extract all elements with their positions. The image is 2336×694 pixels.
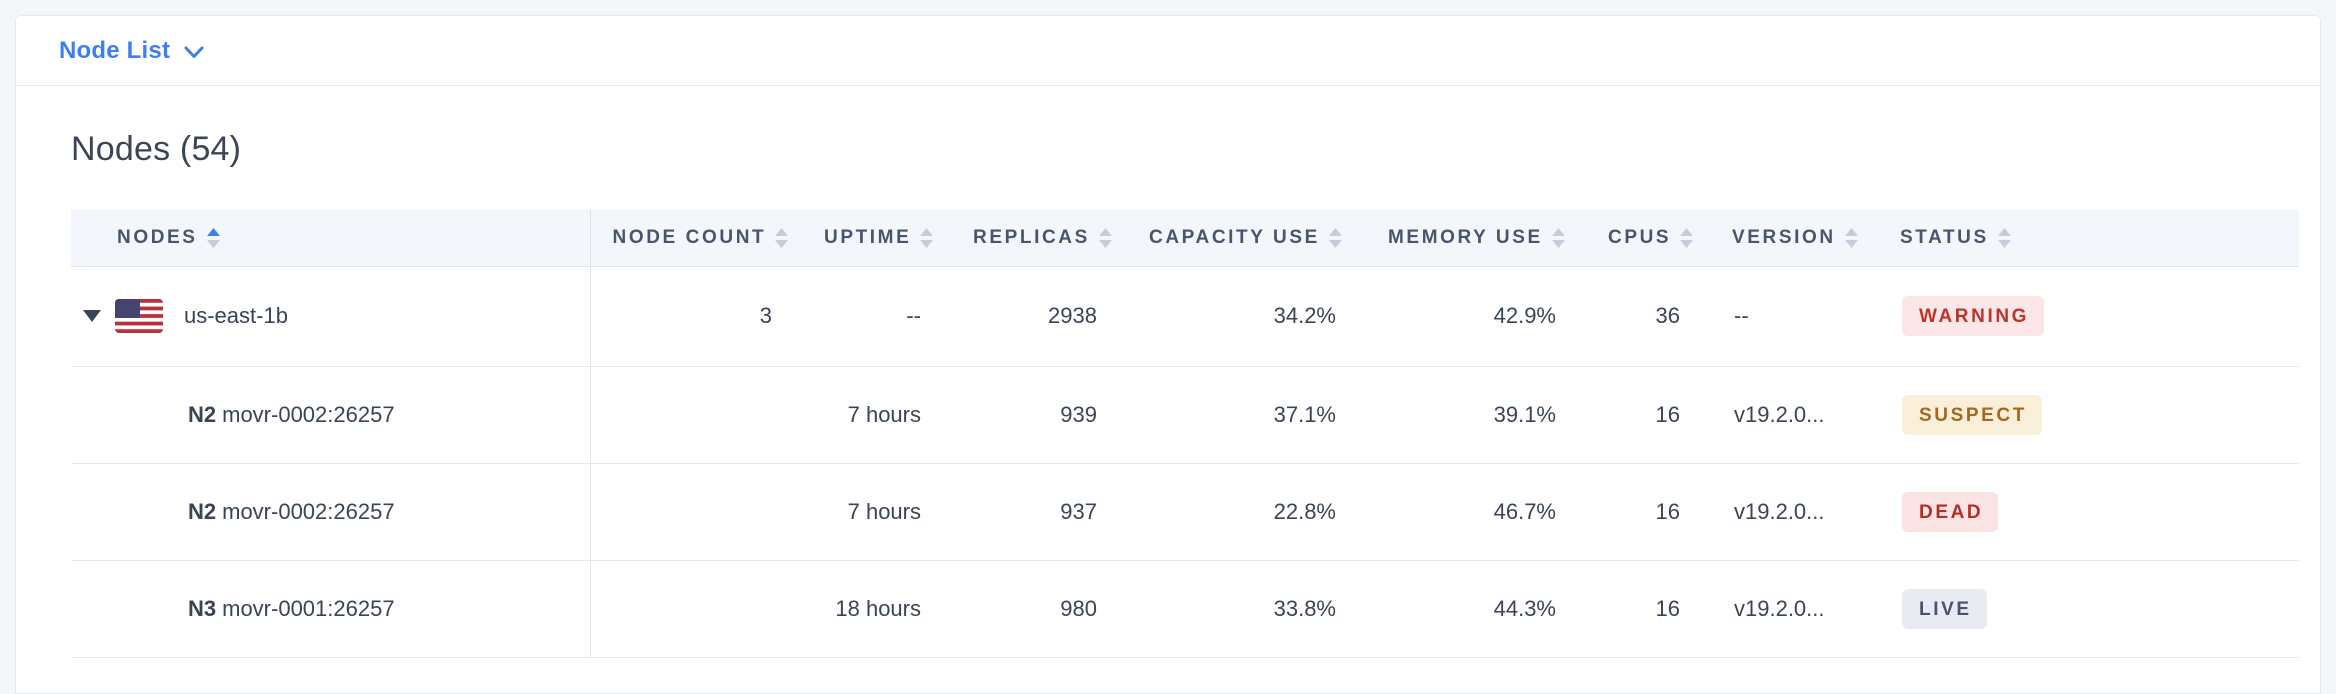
cell-memory-use: 46.7% <box>1366 463 1586 561</box>
cell-capacity-use: 37.1% <box>1127 366 1366 464</box>
cell-cpus: 16 <box>1586 366 1710 464</box>
status-badge: DEAD <box>1902 491 1999 532</box>
column-label: STATUS <box>1900 226 1989 248</box>
status-badge: WARNING <box>1902 296 2045 336</box>
node-address[interactable]: movr-0002:26257 <box>222 498 395 524</box>
column-label: CAPACITY USE <box>1149 226 1320 248</box>
column-header-version[interactable]: VERSION <box>1710 210 1878 267</box>
cell-version: v19.2.0... <box>1710 366 1878 464</box>
content-area: Nodes (54) NODES <box>16 130 2320 658</box>
cell-capacity-use: 34.2% <box>1127 266 1366 367</box>
cell-version: -- <box>1710 266 1878 367</box>
cell-uptime: 7 hours <box>802 463 951 561</box>
column-label: CPUS <box>1608 226 1672 248</box>
nodes-table: NODES NODE COUNT <box>71 210 2299 658</box>
column-label: REPLICAS <box>973 226 1090 248</box>
column-label: VERSION <box>1732 226 1836 248</box>
cell-uptime: 7 hours <box>802 366 951 464</box>
cell-cpus: 16 <box>1586 463 1710 561</box>
table-row-node[interactable]: N2 movr-0002:26257 7 hours 939 37.1% 39.1… <box>71 366 2299 464</box>
cell-replicas: 980 <box>951 560 1127 658</box>
status-badge: SUSPECT <box>1902 394 2042 435</box>
cell-node-count <box>590 560 802 658</box>
column-label: NODES <box>117 226 198 248</box>
sort-icon <box>775 227 789 248</box>
node-address[interactable]: movr-0002:26257 <box>222 401 395 427</box>
node-list-card: Node List Nodes (54) NODES <box>15 15 2321 694</box>
table-row-region[interactable]: us-east-1b 3 -- 2938 34.2% 42.9% 36 -- W… <box>71 266 2299 367</box>
column-label: UPTIME <box>824 226 912 248</box>
region-name: us-east-1b <box>184 303 288 328</box>
table-row-node[interactable]: N2 movr-0002:26257 7 hours 937 22.8% 46.7… <box>71 463 2299 561</box>
node-address[interactable]: movr-0001:26257 <box>222 595 395 621</box>
cell-capacity-use: 22.8% <box>1127 463 1366 561</box>
column-header-memory-use[interactable]: MEMORY USE <box>1366 210 1586 267</box>
table-header: NODES NODE COUNT <box>71 210 2299 267</box>
sort-icon <box>1328 227 1342 248</box>
cell-uptime: 18 hours <box>802 560 951 658</box>
node-id[interactable]: N2 <box>188 401 217 427</box>
cell-version: v19.2.0... <box>1710 560 1878 658</box>
column-label: MEMORY USE <box>1388 226 1543 248</box>
cell-node-count <box>590 366 802 464</box>
node-id[interactable]: N2 <box>188 498 217 524</box>
cell-replicas: 939 <box>951 366 1127 464</box>
sort-icon <box>206 227 220 248</box>
sort-icon <box>1997 227 2011 248</box>
column-header-nodes[interactable]: NODES <box>71 210 591 267</box>
cell-uptime: -- <box>802 266 951 367</box>
sort-icon <box>920 227 934 248</box>
topbar: Node List <box>16 16 2320 86</box>
table-row-node[interactable]: N3 movr-0001:26257 18 hours 980 33.8% 44.… <box>71 560 2299 658</box>
chevron-down-icon <box>184 46 204 58</box>
column-label: NODE COUNT <box>612 226 767 248</box>
sort-icon <box>1098 227 1112 248</box>
sort-icon <box>1551 227 1565 248</box>
status-badge: LIVE <box>1902 588 1987 629</box>
column-header-status[interactable]: STATUS <box>1878 210 2299 267</box>
us-flag-icon <box>115 299 163 333</box>
cell-replicas: 2938 <box>951 266 1127 367</box>
column-header-uptime[interactable]: UPTIME <box>802 210 951 267</box>
column-header-cpus[interactable]: CPUS <box>1586 210 1710 267</box>
cell-node-count: 3 <box>590 266 802 367</box>
collapse-region-icon[interactable] <box>83 310 101 322</box>
view-selector-label: Node List <box>59 36 171 64</box>
node-id[interactable]: N3 <box>188 595 217 621</box>
cell-cpus: 36 <box>1586 266 1710 367</box>
cell-capacity-use: 33.8% <box>1127 560 1366 658</box>
cell-replicas: 937 <box>951 463 1127 561</box>
sort-icon <box>1680 227 1694 248</box>
cell-memory-use: 39.1% <box>1366 366 1586 464</box>
cell-cpus: 16 <box>1586 560 1710 658</box>
view-selector-dropdown[interactable]: Node List <box>59 37 204 65</box>
cell-node-count <box>590 463 802 561</box>
cell-memory-use: 42.9% <box>1366 266 1586 367</box>
column-header-node-count[interactable]: NODE COUNT <box>590 210 802 267</box>
cell-memory-use: 44.3% <box>1366 560 1586 658</box>
column-header-capacity-use[interactable]: CAPACITY USE <box>1127 210 1366 267</box>
page-title: Nodes (54) <box>71 130 242 168</box>
sort-icon <box>1844 227 1858 248</box>
cell-version: v19.2.0... <box>1710 463 1878 561</box>
column-header-replicas[interactable]: REPLICAS <box>951 210 1127 267</box>
